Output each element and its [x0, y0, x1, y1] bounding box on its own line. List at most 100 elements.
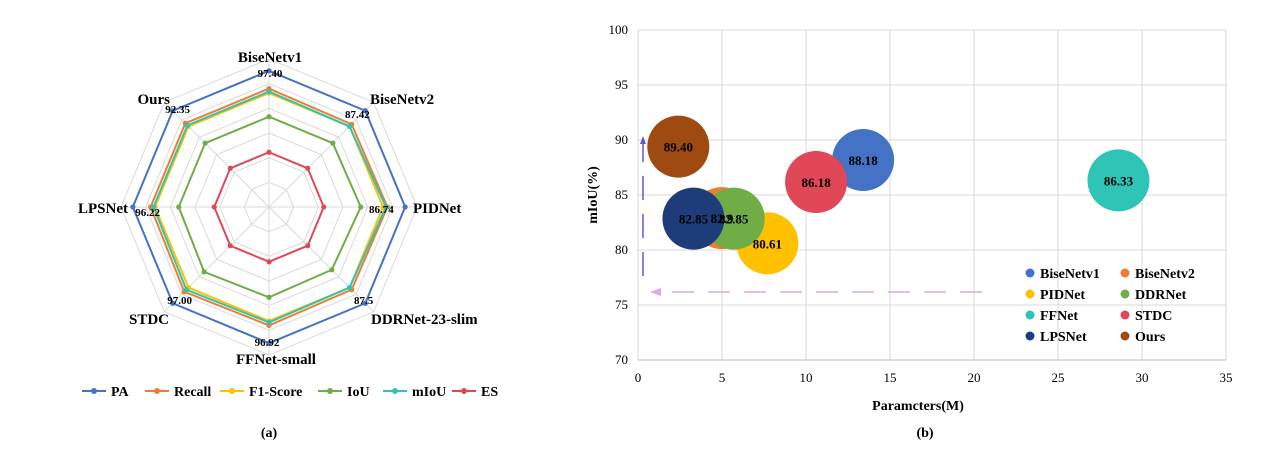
y-tick-label: 85 — [615, 187, 628, 202]
radar-point — [383, 204, 389, 210]
radar-value-label: 97.40 — [258, 68, 283, 80]
bubble-value-label: 82.85 — [719, 212, 749, 227]
y-tick-label: 75 — [615, 297, 628, 312]
radar-spoke — [268, 206, 375, 313]
legend-marker — [1120, 268, 1130, 278]
bubble-value-label: 80.61 — [753, 236, 782, 251]
legend-label: BiseNetv1 — [1040, 267, 1100, 282]
y-tick-label: 90 — [615, 132, 628, 147]
radar-axis-label: Ours — [137, 92, 170, 108]
radar-point — [227, 165, 233, 171]
radar-value-label: 96.92 — [255, 337, 280, 349]
y-axis-title: mIoU(%) — [586, 166, 601, 224]
x-tick-label: 15 — [884, 370, 897, 385]
x-tick-label: 30 — [1136, 370, 1149, 385]
radar-point — [170, 108, 176, 114]
radar-point — [266, 68, 272, 74]
radar-spoke — [163, 206, 270, 313]
radar-point — [330, 140, 336, 146]
radar-point — [321, 204, 327, 210]
radar-point — [362, 108, 368, 114]
legend-label: DDRNet — [1135, 288, 1187, 303]
radar-point — [346, 123, 353, 130]
bubble-ffnet — [1087, 149, 1150, 212]
y-tick-label: 100 — [609, 22, 629, 37]
legend-marker — [1025, 331, 1035, 341]
legend-marker — [91, 388, 97, 394]
dashed-arrowhead — [650, 288, 661, 296]
radar-point — [266, 259, 272, 265]
legend-marker — [1120, 331, 1130, 341]
radar-axis-label: BiseNetv2 — [370, 92, 434, 108]
bubble-chart: 70 75 80 85 90 95 100 0 5 10 15 20 25 30 35 Paramcters(… — [586, 22, 1233, 441]
radar-point — [329, 267, 335, 273]
radar-axis-label: STDC — [129, 312, 169, 328]
radar-point — [266, 340, 272, 346]
legend-marker — [392, 388, 398, 394]
radar-point — [211, 204, 217, 210]
legend-marker — [154, 388, 160, 394]
radar-axis-label: LPSNet — [78, 201, 128, 217]
radar-point — [362, 300, 368, 306]
bubble-value-label: 89.40 — [664, 140, 693, 155]
legend-label: Ours — [1135, 330, 1166, 345]
legend-label: LPSNet — [1040, 330, 1087, 345]
legend-label: F1-Score — [249, 385, 302, 400]
bubble-lpsnet — [662, 187, 725, 250]
legend-label: Recall — [174, 385, 211, 400]
legend-label: BiseNetv2 — [1135, 267, 1195, 282]
legend-label: mIoU — [412, 385, 446, 400]
radar-point — [305, 243, 311, 249]
y-tick-label: 70 — [615, 352, 628, 367]
radar-point — [266, 294, 272, 300]
radar-spoke — [163, 101, 270, 208]
bubble-value-label: 86.33 — [1104, 173, 1134, 188]
bubble-value-label: 82.9 — [711, 211, 734, 226]
radar-point — [266, 88, 272, 95]
radar-point — [227, 243, 233, 249]
legend-label: STDC — [1135, 309, 1172, 324]
radar-axis-label: DDRNet-23-slim — [371, 312, 478, 328]
radar-point — [346, 284, 353, 291]
legend-label: FFNet — [1040, 309, 1078, 324]
radar-value-label: 87.42 — [345, 109, 370, 121]
radar-point — [176, 204, 182, 210]
x-tick-label: 0 — [635, 370, 642, 385]
caption-a: (a) — [261, 426, 278, 441]
x-axis-title: Paramcters(M) — [872, 399, 964, 414]
x-tick-label: 20 — [968, 370, 981, 385]
radar-point — [266, 149, 272, 155]
bubble-ours — [647, 115, 710, 178]
x-tick-label: 10 — [800, 370, 813, 385]
radar-axis-label: PIDNet — [413, 201, 461, 217]
x-tick-label: 5 — [719, 370, 726, 385]
bubble-value-label: 88.18 — [848, 153, 878, 168]
radar-value-label: 92.35 — [165, 104, 190, 116]
legend-marker — [327, 388, 333, 394]
radar-axis-label: FFNet-small — [236, 352, 316, 368]
legend-label: ES — [481, 385, 498, 400]
bubble-stdc — [785, 151, 848, 214]
bubble-bisenetv1 — [832, 129, 895, 192]
radar-point — [183, 287, 189, 293]
legend-marker — [1025, 289, 1035, 299]
y-tick-label: 95 — [615, 77, 628, 92]
radar-point — [130, 204, 136, 210]
radar-point — [358, 204, 364, 210]
radar-point — [402, 204, 408, 210]
radar-point — [184, 122, 190, 128]
radar-axis-label: BiseNetv1 — [238, 50, 302, 66]
radar-point — [266, 114, 272, 120]
legend-marker — [1025, 310, 1035, 320]
bubble-value-label: 86.18 — [801, 175, 831, 190]
legend-marker — [1120, 289, 1130, 299]
legend-label: PIDNet — [1040, 288, 1085, 303]
radar-spoke — [268, 101, 375, 208]
radar-point — [150, 204, 157, 210]
radar-point — [305, 165, 311, 171]
radar-point — [201, 269, 207, 275]
legend-label: PA — [111, 385, 130, 400]
x-tick-label: 25 — [1052, 370, 1065, 385]
